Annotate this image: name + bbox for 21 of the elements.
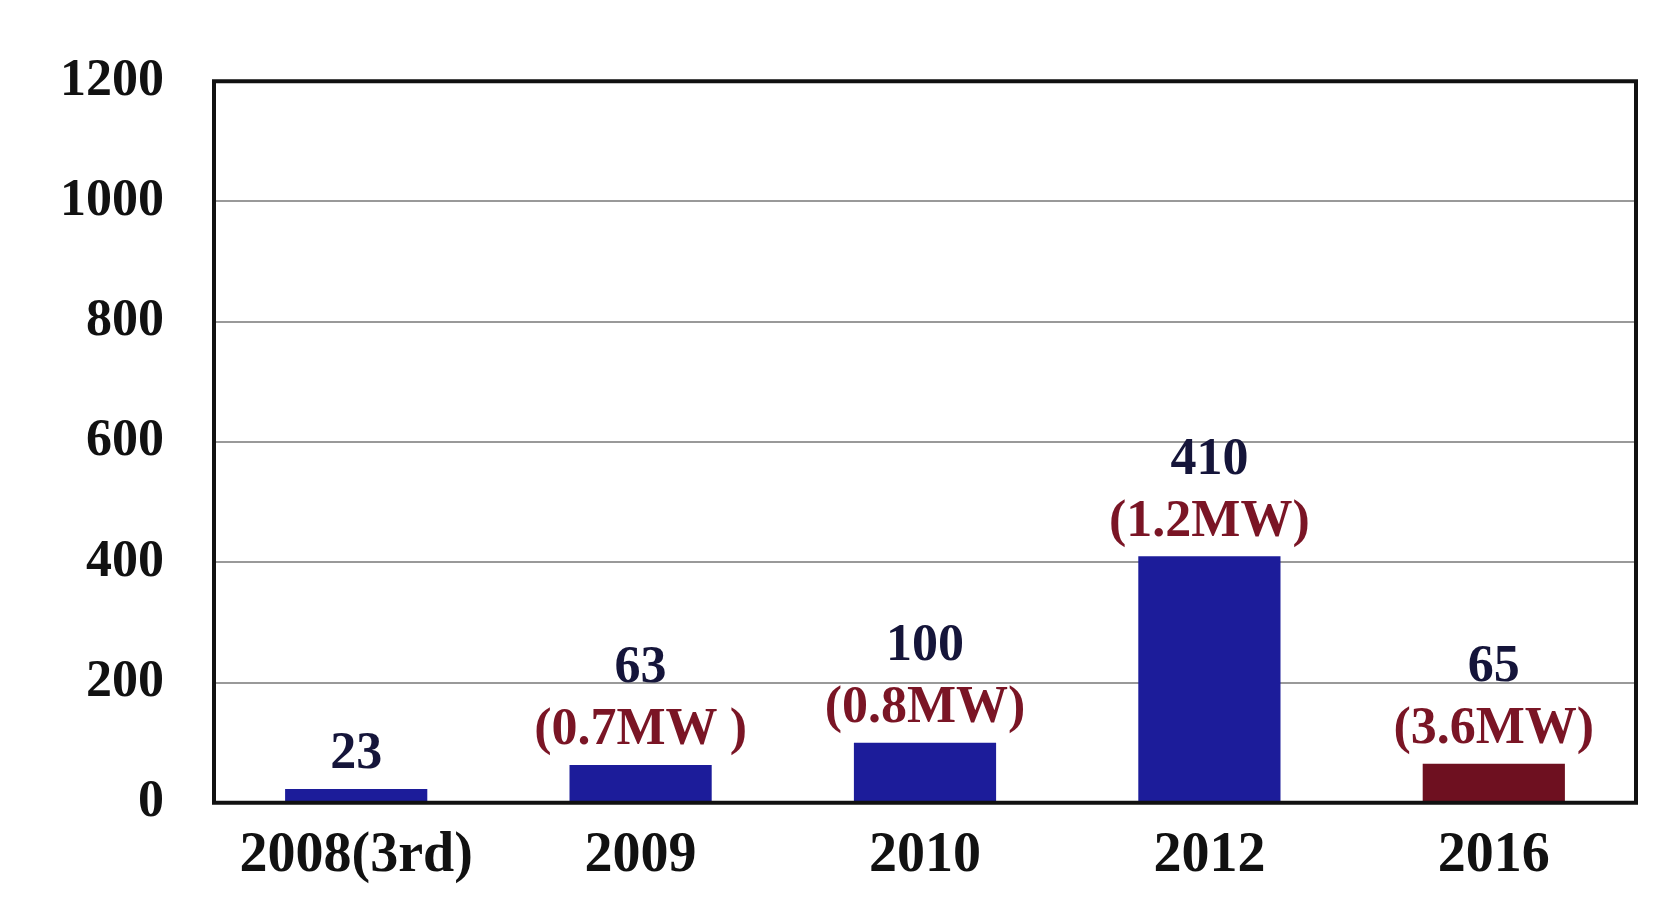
x-tick-label: 2009 — [584, 820, 697, 883]
y-tick-label: 1200 — [60, 48, 164, 106]
x-tick-label: 2008(3rd) — [239, 820, 473, 884]
y-tick-label: 400 — [86, 529, 164, 587]
x-tick-label: 2012 — [1153, 820, 1266, 883]
annotation: (3.6MW) — [1393, 697, 1595, 756]
y-tick-label: 600 — [86, 409, 164, 467]
data-label: 23 — [330, 722, 383, 780]
x-tick-label: 2010 — [869, 820, 981, 883]
y-tick-label: 200 — [86, 649, 164, 707]
data-label: 63 — [614, 636, 667, 694]
annotation: (1.2MW) — [1109, 489, 1310, 548]
y-tick-label: 800 — [86, 289, 164, 347]
data-label: 65 — [1467, 635, 1520, 693]
x-tick-label: 2016 — [1437, 820, 1550, 883]
y-tick-label: 1000 — [60, 168, 164, 226]
annotation: (0.8MW) — [824, 676, 1026, 735]
data-label: 100 — [886, 614, 964, 672]
annotation: (0.7MW ) — [534, 698, 747, 757]
data-label: 410 — [1170, 427, 1249, 485]
y-tick-label: 0 — [138, 770, 164, 828]
